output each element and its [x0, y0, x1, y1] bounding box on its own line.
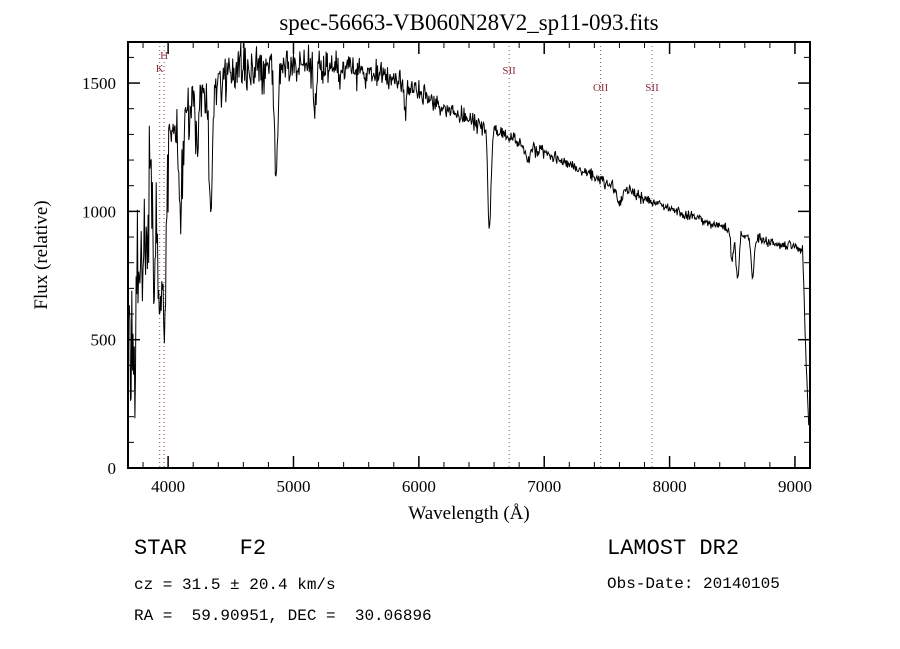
survey-text: LAMOST DR2 — [607, 536, 739, 561]
marker-label-OII: OII — [593, 82, 609, 94]
x-tick-label: 4000 — [151, 477, 185, 496]
plot-frame — [127, 41, 811, 469]
object-class-text: STAR F2 — [134, 536, 266, 561]
spectrum-line — [128, 42, 810, 426]
y-axis-title: Flux (relative) — [31, 200, 52, 309]
y-tick-label: 0 — [108, 459, 117, 478]
x-tick-label: 5000 — [276, 477, 310, 496]
chart-title: spec-56663-VB060N28V2_sp11-093.fits — [279, 10, 658, 35]
marker-label-SII: SII — [502, 65, 516, 77]
y-tick-label: 1500 — [82, 74, 116, 93]
y-tick-label: 1000 — [82, 202, 116, 221]
marker-label-H: H — [160, 50, 168, 62]
marker-label-SII: SII — [645, 82, 659, 94]
ra-dec-text: RA = 59.90951, DEC = 30.06896 — [134, 607, 432, 625]
obs-date-text: Obs-Date: 20140105 — [607, 575, 780, 593]
x-tick-label: 8000 — [653, 477, 687, 496]
generated-plot-layer: HK SII OII SII 4000 5000 6000 7000 8000 9000 0 500 1… — [82, 41, 812, 496]
marker-label-K: K — [156, 63, 164, 75]
x-tick-label: 9000 — [778, 477, 812, 496]
y-tick-label: 500 — [91, 331, 117, 350]
x-tick-label: 6000 — [402, 477, 436, 496]
x-tick-label: 7000 — [527, 477, 561, 496]
cz-text: cz = 31.5 ± 20.4 km/s — [134, 576, 336, 594]
x-axis-title: Wavelength (Å) — [408, 503, 529, 524]
